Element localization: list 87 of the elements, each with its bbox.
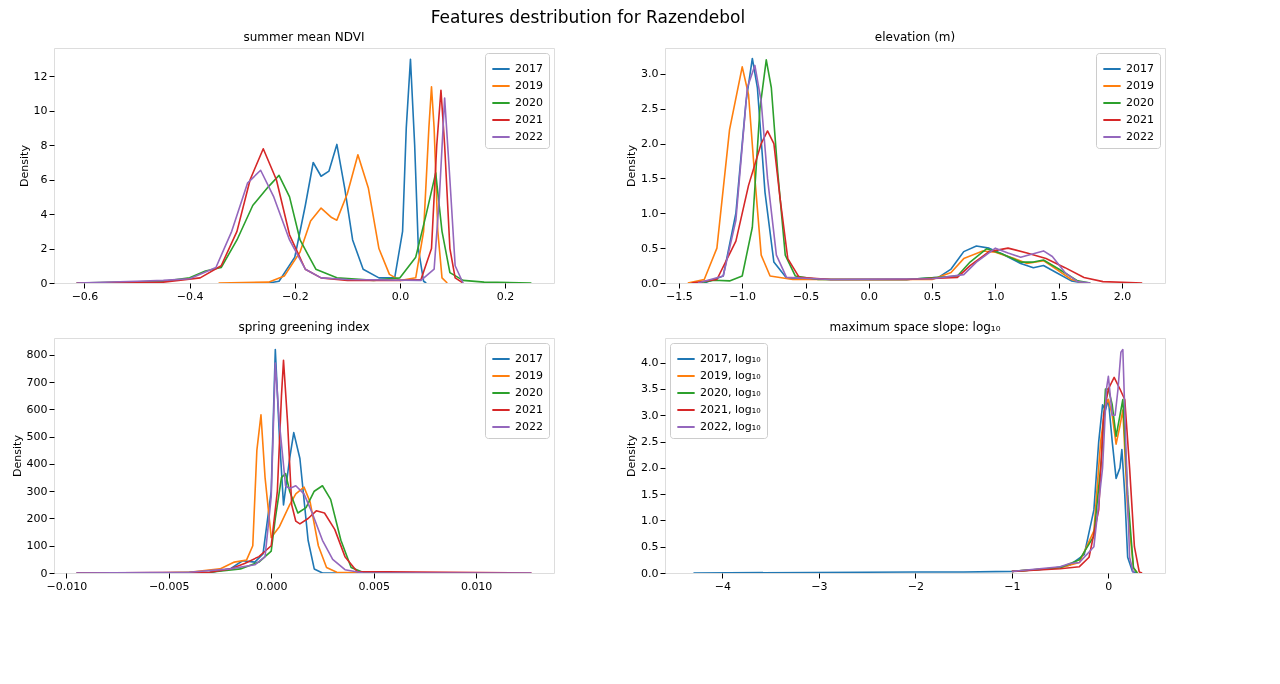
x-tick-label: 1.5 xyxy=(1050,289,1068,303)
y-tick-label: 2 xyxy=(40,242,48,256)
legend-label: 2017 xyxy=(515,62,543,75)
x-tick-label: 0 xyxy=(1105,579,1113,593)
y-tick-label: 1.0 xyxy=(641,513,659,527)
line-series xyxy=(1011,348,1135,573)
y-tick-label: 0.0 xyxy=(641,566,659,580)
x-tick-label: 2.0 xyxy=(1113,289,1132,303)
legend-label: 2021 xyxy=(1126,113,1154,126)
legend-label: 2020 xyxy=(515,386,543,399)
chart-title: elevation (m) xyxy=(874,30,956,44)
y-tick-label: 200 xyxy=(26,511,48,525)
y-tick-label: 0.0 xyxy=(641,276,659,290)
y-tick-label: 4 xyxy=(40,207,48,221)
legend-label: 2022 xyxy=(515,420,543,433)
y-tick-label: 500 xyxy=(26,430,48,444)
x-tick-label: −1.0 xyxy=(729,289,757,303)
y-tick-label: 6 xyxy=(40,173,48,187)
y-tick-label: 8 xyxy=(40,138,48,152)
y-tick-label: 1.5 xyxy=(641,171,659,185)
y-tick-label: 4.0 xyxy=(641,356,659,370)
x-tick-label: −2 xyxy=(907,579,924,593)
x-tick-label: −1 xyxy=(1004,579,1021,593)
y-tick-label: 2.0 xyxy=(641,461,659,475)
y-tick-label: 3.0 xyxy=(641,408,659,422)
chart-title: summer mean NDVI xyxy=(243,30,365,44)
y-tick-label: 0 xyxy=(40,566,48,580)
y-axis-title: Density xyxy=(625,144,639,187)
y-tick-label: 2.5 xyxy=(641,102,659,116)
y-tick-label: 0.5 xyxy=(641,540,659,554)
x-tick-label: −3 xyxy=(811,579,828,593)
x-tick-label: −0.010 xyxy=(46,579,88,593)
legend-label: 2022 xyxy=(1126,130,1154,143)
y-tick-label: 1.5 xyxy=(641,487,659,501)
chart-title: spring greening index xyxy=(238,320,370,334)
line-series xyxy=(217,85,449,283)
y-tick-label: 10 xyxy=(33,104,48,118)
y-tick-label: 800 xyxy=(26,348,48,362)
y-tick-label: 0.5 xyxy=(641,241,659,255)
legend-label: 2017 xyxy=(515,352,543,365)
x-tick-label: 0.2 xyxy=(496,289,515,303)
legend-label: 2022 xyxy=(515,130,543,143)
y-tick-label: 600 xyxy=(26,402,48,416)
y-axis-title: Density xyxy=(17,144,31,187)
legend-label: 2021, log₁₀ xyxy=(700,403,762,416)
legend-label: 2021 xyxy=(515,113,543,126)
x-tick-label: −0.2 xyxy=(281,289,309,303)
x-tick-label: −0.5 xyxy=(792,289,820,303)
line-series xyxy=(267,58,428,283)
legend-label: 2019 xyxy=(515,79,543,92)
x-tick-label: 1.0 xyxy=(987,289,1005,303)
legend-label: 2017 xyxy=(1126,62,1154,75)
x-tick-label: −0.005 xyxy=(148,579,190,593)
y-tick-label: 2.5 xyxy=(641,435,659,449)
x-tick-label: −4 xyxy=(714,579,732,593)
y-tick-label: 3.0 xyxy=(641,67,659,81)
x-tick-label: 0.0 xyxy=(391,289,410,303)
x-tick-label: 0.5 xyxy=(923,289,942,303)
legend-label: 2019 xyxy=(515,369,543,382)
x-tick-label: −1.5 xyxy=(666,289,693,303)
y-tick-label: 0 xyxy=(40,276,48,290)
legend-label: 2022, log₁₀ xyxy=(700,420,762,433)
legend-label: 2019 xyxy=(1126,79,1154,92)
y-tick-label: 3.5 xyxy=(641,382,659,396)
x-tick-label: 0.000 xyxy=(255,579,288,593)
chart-title: maximum space slope: log₁₀ xyxy=(829,320,1001,334)
y-axis-title: Density xyxy=(10,434,24,477)
y-tick-label: 1.0 xyxy=(641,206,659,220)
x-tick-label: −0.4 xyxy=(176,289,204,303)
x-tick-label: −0.6 xyxy=(71,289,99,303)
y-tick-label: 100 xyxy=(26,539,48,553)
legend-label: 2017, log₁₀ xyxy=(700,352,762,365)
y-axis-title: Density xyxy=(625,434,639,477)
legend-label: 2020 xyxy=(1126,96,1154,109)
y-tick-label: 12 xyxy=(33,69,48,83)
y-tick-label: 300 xyxy=(26,484,48,498)
legend-label: 2020, log₁₀ xyxy=(700,386,762,399)
y-tick-label: 2.0 xyxy=(641,137,659,151)
x-tick-label: 0.005 xyxy=(358,579,390,593)
legend-label: 2020 xyxy=(515,96,543,109)
y-tick-label: 400 xyxy=(26,457,48,471)
y-tick-label: 700 xyxy=(26,375,48,389)
x-tick-label: 0.010 xyxy=(460,579,493,593)
legend-label: 2019, log₁₀ xyxy=(700,369,762,382)
x-tick-label: 0.0 xyxy=(860,289,879,303)
legend-label: 2021 xyxy=(515,403,543,416)
text: Features destribution for Razendebol xyxy=(430,6,746,27)
